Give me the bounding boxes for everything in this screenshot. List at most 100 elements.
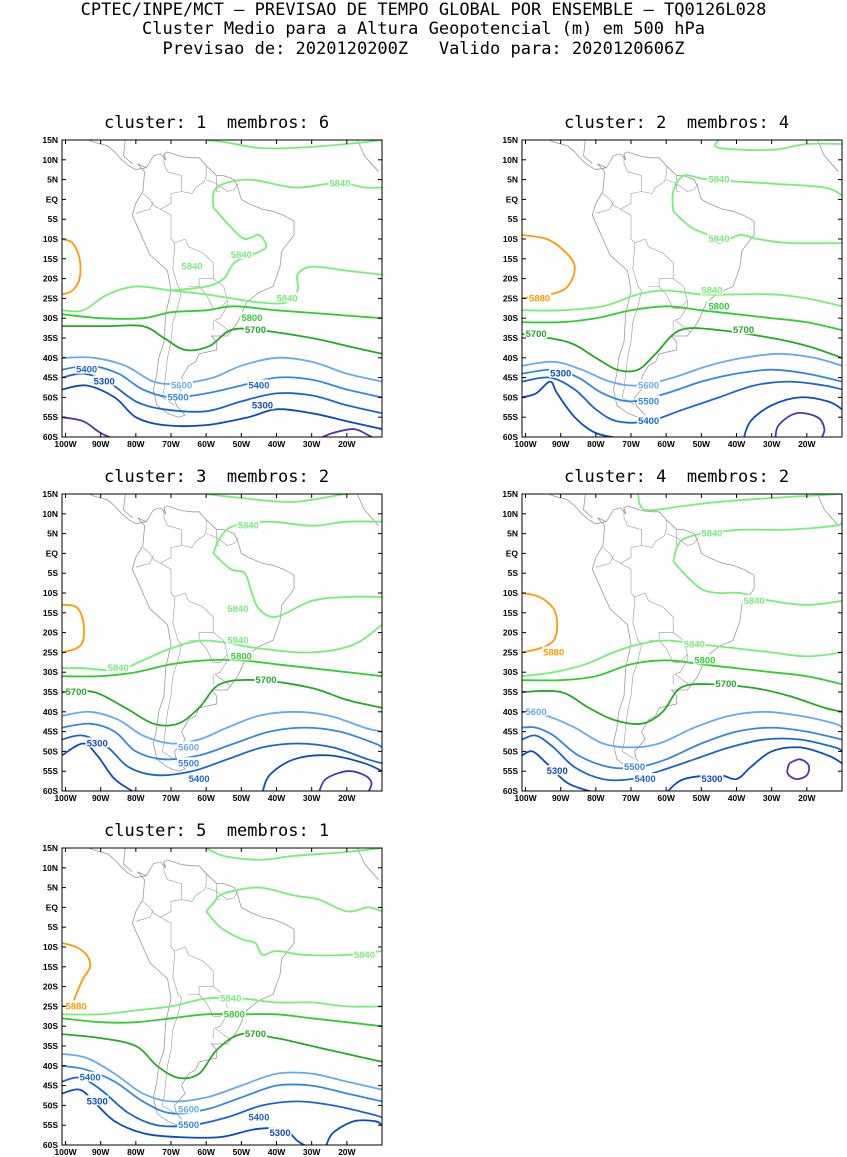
contour-5700 [62,324,382,355]
contour-5840 [714,140,842,152]
lon-tick-label: 30W [763,793,781,803]
lat-tick-label: 25S [503,293,518,303]
lon-tick-label: 50W [233,1147,251,1157]
contour-5800 [522,659,842,685]
lat-tick-label: 10S [503,234,518,244]
contour-5840 [671,174,842,212]
lat-tick-label: 5S [48,568,59,578]
lon-tick-label: 70W [622,439,640,449]
contour-label-bg [243,324,267,335]
coastline [357,494,379,526]
lat-tick-label: 25S [43,293,58,303]
contour-label-bg [229,650,253,661]
contour-5800 [62,1013,382,1028]
lon-tick-label: 90W [552,439,570,449]
contour-label: 5700 [526,329,547,340]
contour-label-bg [524,328,548,339]
country-border [621,238,642,406]
lat-tick-label: 10N [502,155,518,165]
contour-5400 [62,1076,382,1128]
lat-tick-label: 5S [508,214,519,224]
contour-label: 5500 [624,762,645,773]
coastline [87,494,147,525]
contour-5700 [522,327,842,373]
lon-tick-label: 60W [657,439,675,449]
lon-tick-label: 20W [338,793,356,803]
contour-5400 [522,376,842,424]
lon-tick-label: 50W [233,793,251,803]
contour-5200 [318,770,373,791]
lon-tick-label: 90W [552,793,570,803]
contour-5880 [62,604,85,654]
panel-title: cluster: 2 membros: 4 [564,113,790,133]
lon-tick-label: 80W [127,793,145,803]
country-border [174,592,214,641]
lat-tick-label: EQ [46,194,59,204]
map-frame [521,493,843,792]
contour-label-bg [219,992,243,1003]
contour-label: 5800 [241,313,262,324]
map-panel-5: 5840588058405800570056005500540054005300… [42,844,383,1157]
lat-tick-label: 35S [43,687,58,697]
map-frame [521,139,843,438]
contour-5300 [743,396,842,437]
contour-label-bg [177,1119,201,1130]
contour-5200 [786,758,811,781]
lat-tick-label: 45S [503,727,518,737]
contour-label-bg [700,527,724,538]
contour-5600 [62,710,382,745]
contour-5840 [522,639,842,678]
contour-5300 [667,746,842,791]
lon-tick-label: 80W [587,793,605,803]
contour-label-bg [229,248,253,259]
lon-tick-label: 100W [54,1147,77,1157]
contour-label-bg [700,284,724,295]
contour-label: 5840 [354,950,375,961]
lon-tick-label: 100W [54,439,77,449]
country-border [198,632,228,663]
map-frame [61,139,383,438]
panel-title: cluster: 4 membros: 2 [564,467,790,487]
country-border [658,278,688,309]
lat-tick-label: 20S [43,274,58,284]
country-border [135,201,154,214]
lat-tick-label: 15N [502,136,518,145]
contour-5840 [212,520,382,554]
lat-tick-label: 15S [43,254,58,264]
contour-5600 [62,356,382,385]
lat-tick-label: 60S [43,786,58,796]
contour-label: 5840 [182,262,203,273]
contour-label-bg [180,260,204,271]
contour-label-bg [714,678,738,689]
country-border [135,909,154,922]
coastline [123,848,133,873]
coastline [357,140,379,172]
contour-label-bg [633,773,657,784]
lon-tick-label: 70W [622,793,640,803]
lon-tick-label: 20W [798,439,816,449]
contour-label: 5700 [245,1029,266,1040]
contour-label: 5840 [684,639,705,650]
contour-label-bg [226,634,250,645]
contour-label-bg [707,233,731,243]
lat-tick-label: 40S [503,353,518,363]
contour-label-bg [226,602,250,613]
contour-5700 [62,678,382,727]
contour-label: 5840 [701,285,722,296]
contour-5300 [62,384,382,430]
country-border [142,547,172,593]
contour-5500 [522,726,842,770]
contour-label: 5300 [269,1128,290,1139]
contour-label-bg [254,674,278,685]
contour-label: 5700 [733,325,754,336]
contour-label-bg [247,379,271,390]
lat-tick-label: 45S [503,373,518,383]
lat-tick-label: 15S [503,608,518,618]
lat-tick-label: 60S [43,432,58,442]
contour-label-bg [78,1071,102,1082]
lat-tick-label: 30S [503,313,518,323]
contour-label: 5800 [224,1009,245,1020]
lat-tick-label: 5S [48,922,59,932]
lat-tick-label: 60S [43,1140,58,1150]
contour-5500 [62,364,382,399]
